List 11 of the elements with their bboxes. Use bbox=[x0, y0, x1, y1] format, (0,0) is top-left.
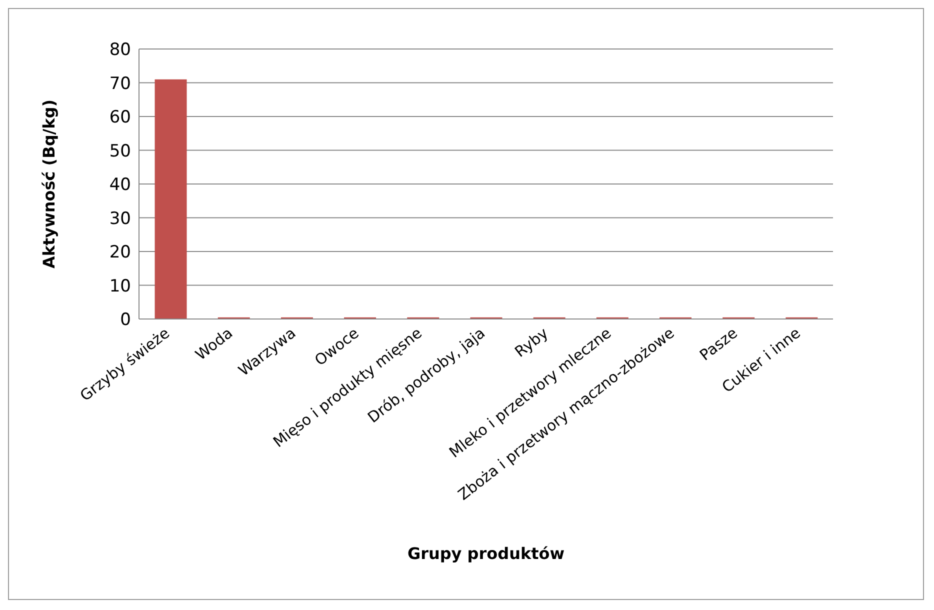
y-tick-label: 80 bbox=[109, 40, 131, 60]
y-tick-label: 50 bbox=[109, 141, 131, 162]
y-tick-label: 20 bbox=[109, 242, 131, 263]
y-axis-title: Aktywność (Bq/kg) bbox=[40, 99, 59, 269]
y-tick-label: 30 bbox=[109, 208, 131, 229]
y-tick-label: 10 bbox=[109, 276, 131, 296]
y-tick-label: 60 bbox=[109, 108, 131, 128]
y-tick-label: 0 bbox=[120, 310, 131, 330]
x-axis-title: Grupy produktów bbox=[407, 544, 565, 563]
y-tick-label: 40 bbox=[109, 175, 131, 196]
y-tick-label: 70 bbox=[109, 74, 131, 94]
